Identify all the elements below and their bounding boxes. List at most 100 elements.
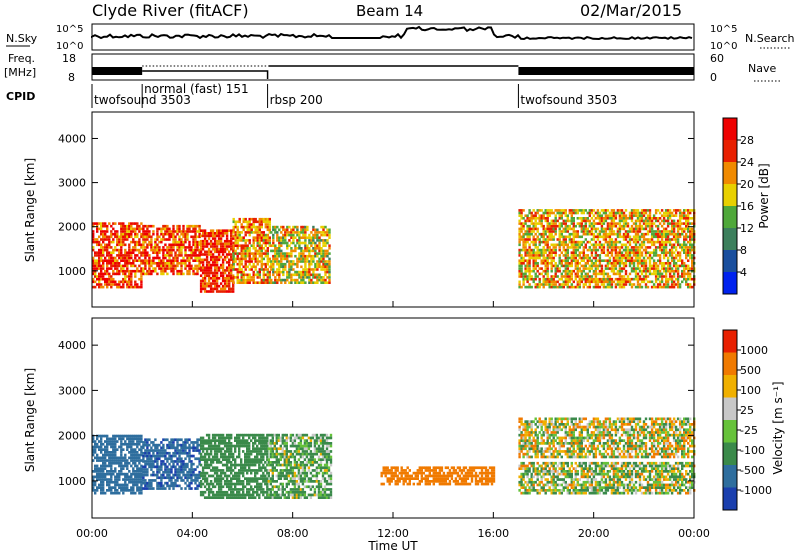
echo-cell [122,434,125,438]
echo-cell [219,239,223,243]
echo-cell [217,290,221,293]
echo-cell [130,262,133,265]
echo-cell [534,283,537,286]
echo-cell [320,276,323,279]
echo-cell [201,466,205,470]
echo-cell [92,230,95,233]
echo-cell [172,243,175,247]
echo-cell [544,243,547,247]
echo-cell [588,264,591,268]
echo-cell [648,209,652,212]
echo-cell [128,478,131,481]
echo-cell [126,483,129,487]
echo-cell [207,274,211,277]
echo-cell [292,225,295,229]
echo-cell [552,264,555,268]
echo-cell [170,259,173,262]
echo-cell [244,265,247,269]
echo-cell [518,259,521,262]
echo-cell [318,239,321,242]
echo-cell [658,283,662,286]
echo-cell [158,481,161,485]
echo-cell [194,259,197,262]
echo-cell [687,272,690,276]
echo-cell [268,228,271,232]
echo-cell [530,214,533,217]
echo-cell [520,217,523,220]
echo-cell [114,467,117,470]
echo-cell [526,269,529,273]
echo-cell [536,209,539,212]
echo-cell [160,462,163,466]
echo-cell [221,253,225,256]
echo-cell [234,276,237,279]
echo-cell [522,272,525,276]
echo-cell [198,451,201,455]
echo-cell [162,267,165,270]
echo-cell [152,473,155,477]
echo-cell [326,228,329,232]
echo-cell [550,243,553,247]
echo-cell [528,256,531,260]
echo-cell [130,464,133,468]
echo-cell [130,453,133,457]
echo-cell [554,285,557,289]
echo-cell [102,238,105,241]
echo-cell [540,283,543,286]
echo-cell [662,214,666,217]
echo-cell [100,459,103,462]
echo-cell [198,484,201,488]
echo-cell [683,267,686,270]
echo-cell [678,209,682,212]
echo-cell [122,238,125,241]
echo-cell [196,259,199,262]
echo-cell [646,246,650,249]
echo-cell [566,246,569,249]
echo-cell [542,277,545,281]
echo-cell [638,248,642,252]
echo-cell [318,231,321,234]
echo-cell [223,255,227,259]
echo-cell [322,241,325,245]
echo-cell [228,433,231,437]
echo-cell [186,465,189,469]
ytick-label: 3000 [58,177,86,190]
echo-cell [674,283,678,286]
echo-cell [560,283,563,286]
echo-cell [264,244,267,247]
echo-cell [120,448,123,451]
echo-cell [526,275,529,278]
echo-cell [624,251,628,254]
echo-cell [646,267,650,270]
echo-cell [558,240,561,244]
echo-cell [294,254,297,258]
echo-cell [252,231,255,234]
echo-cell [128,232,131,236]
echo-cell [128,222,131,225]
echo-cell [689,235,692,239]
echo-cell [130,285,133,289]
echo-cell [574,259,577,262]
echo-cell [160,451,163,455]
echo-cell [138,448,141,451]
echo-cell [544,272,547,276]
echo-cell [252,270,255,274]
echo-cell [548,214,551,217]
echo-cell [618,214,622,217]
echo-cell [130,269,133,273]
echo-cell [92,459,95,462]
echo-cell [262,270,265,274]
echo-cell [94,238,97,241]
echo-cell [600,272,604,276]
echo-cell [681,275,684,278]
echo-cell [576,232,579,236]
echo-cell [672,219,676,223]
echo-cell [122,467,125,470]
echo-cell [560,251,563,254]
echo-cell [207,488,211,491]
echo-cell [612,248,616,252]
echo-cell [172,248,175,252]
echo-cell [221,463,225,467]
echo-cell [280,225,283,229]
echo-cell [172,224,175,228]
